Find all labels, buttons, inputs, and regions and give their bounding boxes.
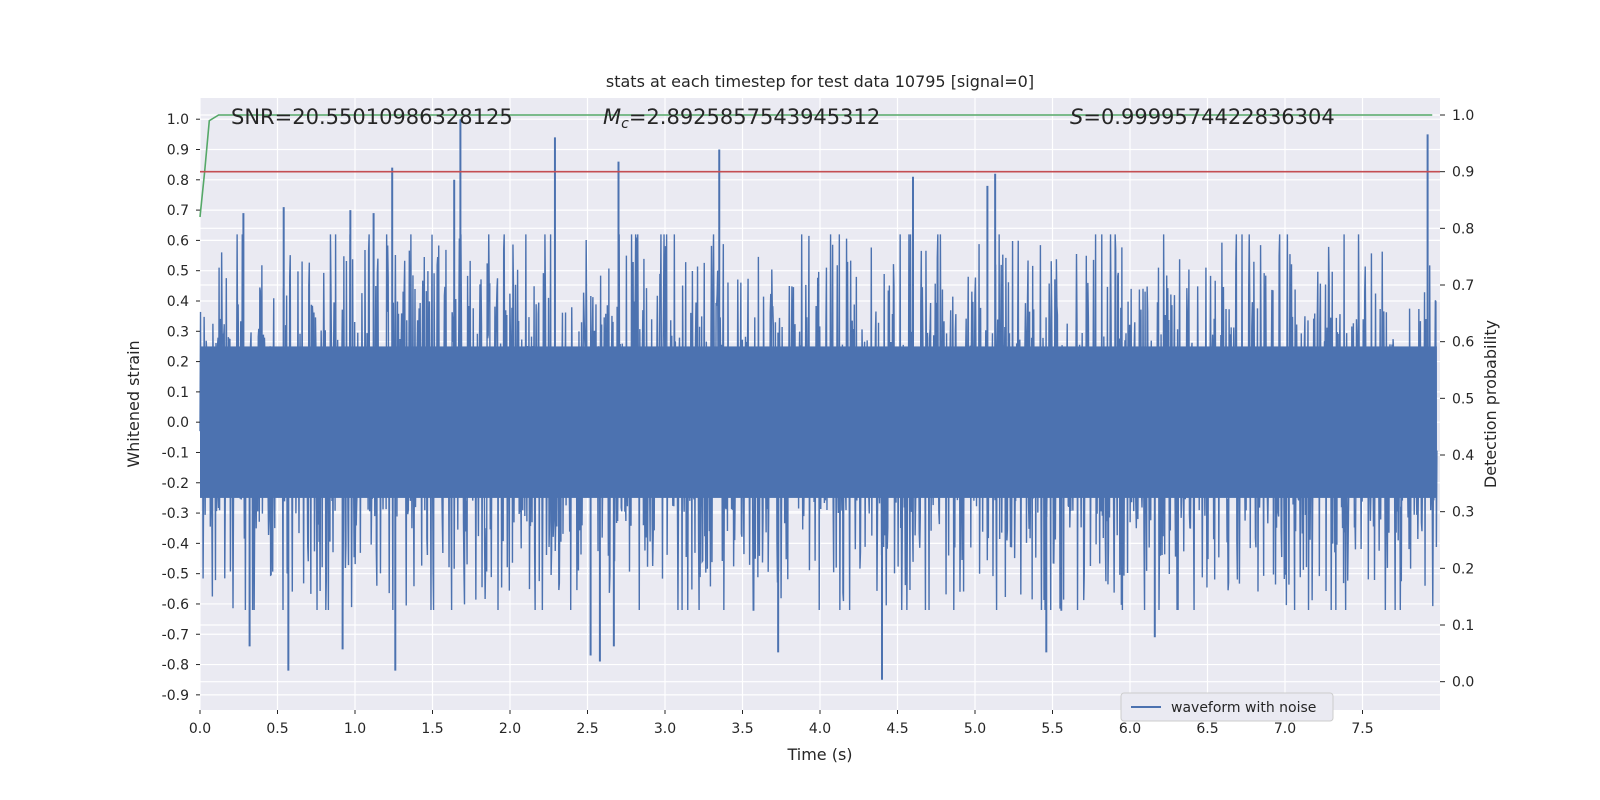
- s-symbol: S: [1070, 105, 1083, 129]
- y-left-tick-label: 0.2: [167, 355, 189, 371]
- y-left-tick-label: 0.8: [167, 173, 189, 189]
- mc-symbol: M: [603, 105, 621, 129]
- y-left-tick-label: -0.8: [162, 658, 189, 674]
- y-left-tick-label: 0.6: [167, 233, 189, 249]
- y-left-tick-label: 0.4: [167, 294, 189, 310]
- x-axis-label: Time (s): [786, 745, 852, 764]
- y-left-tick-label: 0.1: [167, 385, 189, 401]
- y-left-tick-label: -0.1: [162, 445, 189, 461]
- y-left-tick-label: 0.9: [167, 143, 189, 159]
- y-right-tick-label: 0.8: [1452, 221, 1474, 237]
- x-tick-label: 0.0: [189, 721, 211, 737]
- snr-annotation: SNR=20.55010986328125: [231, 105, 513, 129]
- y-right-tick-label: 0.1: [1452, 618, 1474, 634]
- y-axis-right: 1.0 0.9 0.8 0.7 0.6 0.5 0.4 0.3 0.2 0.1 0.0: [1440, 108, 1474, 691]
- legend-box: [1120, 692, 1334, 722]
- y-axis-left: 1.0 0.9 0.8 0.7 0.6 0.5 0.4 0.3 0.2 0.1 0.0 -0.1 -0.…: [162, 112, 200, 704]
- y-left-tick-label: 0.0: [167, 415, 189, 431]
- y-left-tick-label: -0.4: [162, 536, 189, 552]
- y-right-tick-label: 0.7: [1452, 278, 1474, 294]
- y-right-tick-label: 1.0: [1452, 108, 1474, 124]
- x-tick-label: 5.0: [964, 721, 986, 737]
- y-left-tick-label: 0.5: [167, 264, 189, 280]
- legend-label-waveform: waveform with noise: [1171, 700, 1316, 716]
- legend: waveform with noise: [1120, 692, 1334, 722]
- y-left-tick-label: 1.0: [167, 112, 189, 128]
- mc-value: =2.8925857543945312: [629, 105, 880, 129]
- waveform-series: [199, 119, 1438, 680]
- x-tick-label: 0.5: [266, 721, 288, 737]
- y-right-tick-label: 0.6: [1452, 335, 1474, 351]
- x-tick-label: 7.5: [1351, 721, 1373, 737]
- chirp-mass-annotation: Mc=2.8925857543945312: [603, 105, 880, 132]
- s-value: =0.9999574422836304: [1083, 105, 1334, 129]
- y-left-tick-label: -0.2: [162, 476, 189, 492]
- x-tick-label: 4.0: [809, 721, 831, 737]
- y-left-tick-label: 0.7: [167, 203, 189, 219]
- y-right-tick-label: 0.9: [1452, 165, 1474, 181]
- x-tick-label: 1.0: [344, 721, 366, 737]
- y-left-tick-label: -0.3: [162, 506, 189, 522]
- x-tick-label: 4.5: [886, 721, 908, 737]
- x-tick-label: 2.5: [576, 721, 598, 737]
- y-axis-left-label: Whitened strain: [124, 340, 143, 467]
- y-right-tick-label: 0.3: [1452, 505, 1474, 521]
- x-tick-label: 7.0: [1274, 721, 1296, 737]
- x-tick-label: 5.5: [1041, 721, 1063, 737]
- x-tick-label: 3.0: [654, 721, 676, 737]
- y-left-tick-label: -0.6: [162, 597, 189, 613]
- x-tick-label: 6.0: [1119, 721, 1141, 737]
- x-axis: 0.0 0.5 1.0 1.5 2.0 2.5 3.0 3.5 4.0 4.5 5.0 5.5 6.0 6…: [189, 710, 1374, 737]
- waveform-core: [200, 346, 1437, 498]
- mc-subscript: c: [621, 116, 629, 132]
- y-right-tick-label: 0.4: [1452, 448, 1474, 464]
- x-tick-label: 3.5: [731, 721, 753, 737]
- x-tick-label: 1.5: [421, 721, 443, 737]
- y-left-tick-label: 0.3: [167, 324, 189, 340]
- y-left-tick-label: -0.9: [162, 688, 189, 704]
- probability-lines: [199, 114, 1440, 218]
- y-left-tick-label: -0.5: [162, 567, 189, 583]
- y-left-tick-label: -0.7: [162, 627, 189, 643]
- x-tick-label: 6.5: [1196, 721, 1218, 737]
- y-right-tick-label: 0.0: [1452, 675, 1474, 691]
- x-tick-label: 2.0: [499, 721, 521, 737]
- score-annotation: S=0.9999574422836304: [1070, 105, 1335, 129]
- y-right-tick-label: 0.2: [1452, 561, 1474, 577]
- chart-title: stats at each timestep for test data 107…: [606, 72, 1034, 91]
- y-right-tick-label: 0.5: [1452, 391, 1474, 407]
- y-axis-right-label: Detection probability: [1481, 320, 1500, 488]
- probability-line: [199, 114, 1433, 218]
